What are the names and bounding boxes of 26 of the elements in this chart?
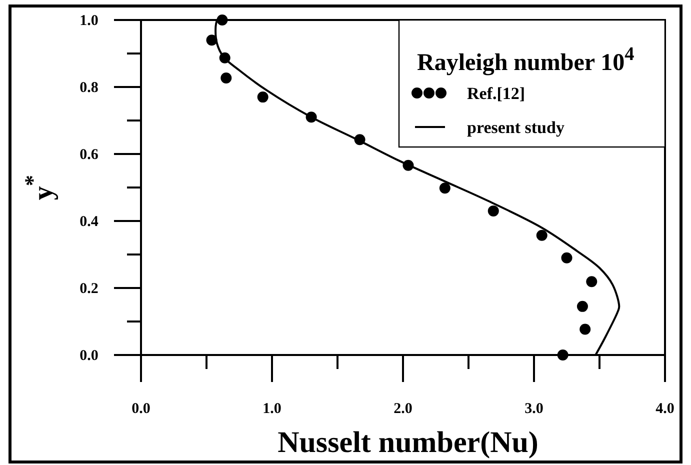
point xyxy=(580,324,591,335)
point xyxy=(536,230,548,241)
y-tick-label: 0.2 xyxy=(80,281,98,297)
y-tick-label: 0.8 xyxy=(80,80,98,96)
legend-label: present study xyxy=(467,118,565,137)
x-axis-title: Nusselt number(Nu) xyxy=(278,426,538,459)
point xyxy=(257,92,268,103)
point xyxy=(216,14,228,26)
point xyxy=(586,276,598,288)
point xyxy=(561,252,572,264)
x-tick-label: 3.0 xyxy=(524,401,544,417)
x-tick-label: 1.0 xyxy=(262,401,282,417)
point xyxy=(439,182,450,194)
y-tick-label: 0.0 xyxy=(80,348,98,364)
y-tick-label: 0.4 xyxy=(80,214,99,230)
legend-label: Ref.[12] xyxy=(467,84,526,103)
x-tick-label: 2.0 xyxy=(394,401,412,417)
x-tick-label: 0.0 xyxy=(132,401,150,417)
y-tick-label: 0.6 xyxy=(80,147,99,163)
legend-title: Rayleigh number 10$^{4}$ xyxy=(417,44,635,76)
point xyxy=(220,72,232,84)
y-tick-label: 1.0 xyxy=(80,13,98,29)
point xyxy=(488,205,499,216)
point xyxy=(576,300,588,312)
point xyxy=(557,350,568,360)
x-tick-label: 4.0 xyxy=(656,401,674,417)
